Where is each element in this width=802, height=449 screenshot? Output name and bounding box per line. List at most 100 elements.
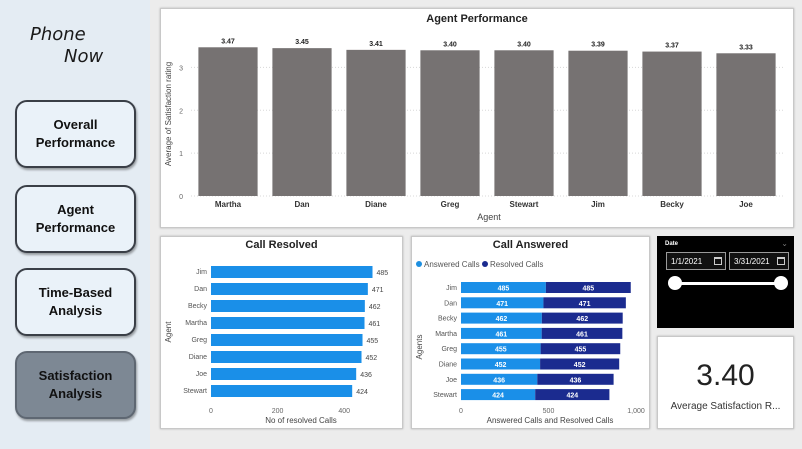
data-label: 462: [576, 316, 588, 323]
nav-label: Analysis: [48, 303, 103, 318]
agent-performance-chart: 0 1 2 3 3.47 Martha 3.45 Dan 3.41 Diane 3.40 Greg 3…: [164, 38, 783, 222]
x-tick-label: 400: [338, 408, 350, 415]
call-answered-title: Call Answered: [492, 239, 569, 251]
start-date-value: 1/1/2021: [671, 257, 703, 266]
nav-agent-performance-button[interactable]: Agent Performance: [15, 185, 136, 253]
data-label: 3.40: [517, 41, 531, 48]
answered-calls-bar: [461, 282, 546, 293]
agent-performance-card: Agent Performance 0 1 2 3 3.47 Martha 3.45 Dan…: [160, 8, 794, 228]
y-tick-label: Joe: [196, 371, 207, 378]
data-label: 3.45: [295, 39, 309, 46]
data-label: 424: [566, 393, 578, 400]
call-answered-xlabel: Answered Calls and Resolved Calls: [487, 416, 614, 425]
data-label: 3.39: [591, 42, 605, 49]
data-label: 485: [582, 286, 594, 293]
data-label: 452: [366, 355, 378, 362]
agent-performance-xlabel: Agent: [477, 212, 501, 222]
logo-line-2: Now: [64, 46, 104, 67]
nav-label: Performance: [35, 135, 116, 150]
data-label: 462: [369, 304, 381, 311]
agent-performance-bar: [642, 51, 702, 197]
call-resolved-bar: [211, 317, 365, 329]
data-label: 424: [356, 389, 368, 396]
data-label: 485: [377, 270, 389, 277]
y-tick-label: Diane: [439, 362, 457, 369]
nav-label: Time-Based: [38, 285, 113, 300]
call-resolved-chart: 0 200 400 Jim 485 Dan 471 Becky 462 Martha 461 Greg…: [164, 266, 389, 425]
y-tick-label: Dan: [444, 300, 457, 307]
nav-overall-performance-button[interactable]: Overall Performance: [15, 100, 136, 168]
data-label: 452: [495, 362, 507, 369]
call-resolved-card: Call Resolved 0 200 400 Jim 485 Dan 471 Becky 46…: [160, 236, 403, 429]
date-slider-start-handle[interactable]: [668, 276, 682, 290]
y-tick-label: Greg: [191, 337, 207, 344]
start-date-input[interactable]: 1/1/2021: [666, 252, 726, 270]
agent-performance-bar: [198, 47, 258, 197]
data-label: 455: [495, 347, 507, 354]
resolved-calls-bar: [541, 312, 623, 324]
calendar-icon[interactable]: [714, 257, 722, 265]
call-resolved-title: Call Resolved: [245, 239, 318, 251]
calendar-icon[interactable]: [777, 257, 785, 265]
legend-answered-icon: [416, 261, 422, 267]
data-label: 3.33: [739, 44, 753, 51]
data-label: 3.37: [665, 43, 679, 50]
agent-performance-bar: [494, 50, 554, 197]
x-tick-label: 200: [272, 408, 284, 415]
nav-label: Agent: [57, 202, 94, 217]
resolved-calls-bar: [540, 358, 620, 370]
call-resolved-ylabel: Agent: [164, 321, 173, 343]
resolved-calls-bar: [541, 327, 623, 339]
date-slider-end-handle[interactable]: [774, 276, 788, 290]
data-label: 461: [369, 321, 381, 328]
x-tick-label: Greg: [441, 200, 460, 209]
data-label: 455: [575, 347, 587, 354]
data-label: 471: [579, 301, 591, 308]
nav-satisfaction-analysis-button[interactable]: Satisfaction Analysis: [15, 351, 136, 419]
date-filter-label: Date: [665, 241, 679, 247]
call-resolved-bar: [211, 300, 365, 312]
legend-resolved-icon: [482, 261, 488, 267]
resolved-calls-bar: [537, 373, 614, 385]
chevron-down-icon[interactable]: ⌄: [781, 239, 788, 248]
agent-performance-ylabel: Average of Satisfaction rating: [164, 62, 173, 166]
data-label: 461: [495, 331, 507, 338]
agent-performance-bar: [716, 53, 776, 197]
resolved-calls-bar: [540, 343, 621, 355]
y-tick-label: Becky: [438, 316, 458, 323]
y-tick-label: Martha: [185, 320, 207, 327]
call-resolved-bar: [211, 351, 362, 363]
x-tick-label: 1,000: [627, 408, 645, 415]
resolved-calls-bar: [543, 297, 626, 309]
legend-answered-label: Answered Calls: [424, 260, 480, 269]
resolved-calls-bar: [535, 389, 610, 401]
legend-resolved-label: Resolved Calls: [490, 260, 543, 269]
data-label: 462: [496, 316, 508, 323]
nav-label: Performance: [35, 220, 116, 235]
x-tick-label: Becky: [660, 200, 684, 209]
data-label: 452: [574, 362, 586, 369]
end-date-value: 3/31/2021: [734, 257, 770, 266]
data-label: 471: [372, 287, 384, 294]
data-label: 3.40: [443, 41, 457, 48]
y-tick-label: 1: [179, 151, 183, 158]
nav-time-based-analysis-button[interactable]: Time-Based Analysis: [15, 268, 136, 336]
call-resolved-bar: [211, 385, 353, 397]
y-tick-label: Stewart: [183, 388, 207, 395]
sidebar: Phone Now Overall Performance Agent Perfor…: [0, 0, 150, 449]
end-date-input[interactable]: 3/31/2021: [729, 252, 789, 270]
call-resolved-bar: [211, 266, 373, 278]
call-answered-chart: Answered Calls Resolved Calls 0 500 1,000 J…: [415, 260, 645, 425]
x-tick-label: 500: [543, 408, 555, 415]
y-tick-label: Jim: [446, 285, 457, 292]
y-tick-label: Becky: [188, 303, 208, 310]
nav-label: Satisfaction: [38, 368, 113, 383]
data-label: 3.47: [221, 38, 235, 45]
agent-performance-bar: [346, 49, 406, 196]
date-slider-track[interactable]: [675, 282, 781, 285]
call-resolved-xlabel: No of resolved Calls: [265, 416, 337, 425]
x-tick-label: Dan: [294, 200, 309, 209]
x-tick-label: 0: [459, 408, 463, 415]
nav-label: Overall: [53, 117, 98, 132]
y-tick-label: 3: [179, 65, 183, 72]
